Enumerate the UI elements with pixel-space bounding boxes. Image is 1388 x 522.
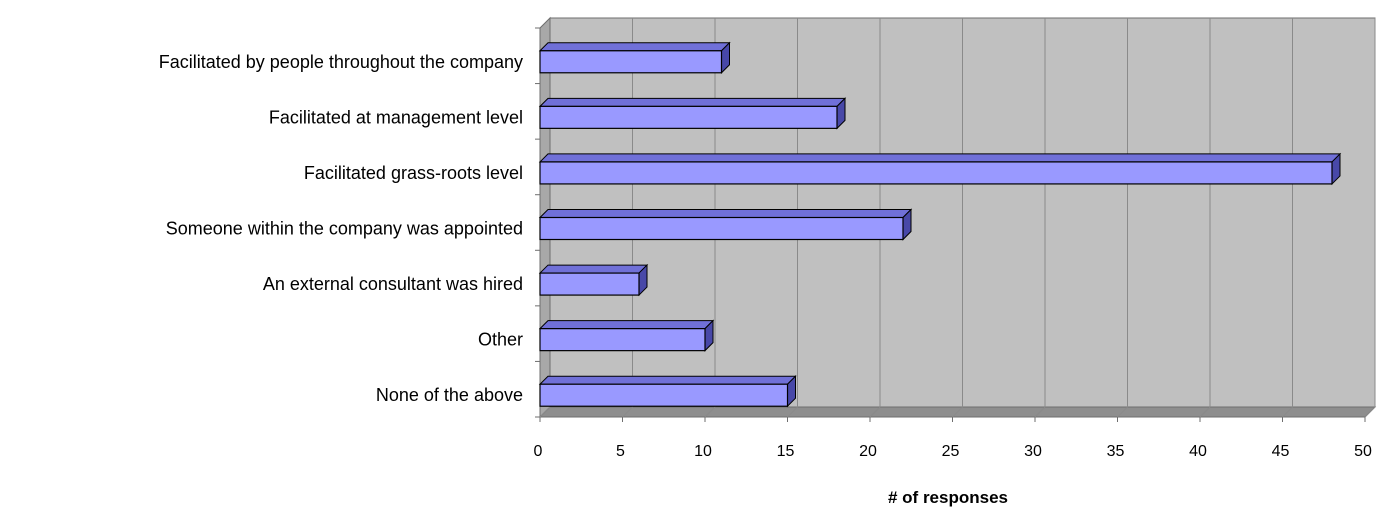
x-tick-label: 0 (534, 443, 543, 460)
floor-gridline (704, 406, 716, 418)
bar-front-face (539, 105, 838, 129)
x-tick-label: 25 (942, 443, 960, 460)
floor-gridline (539, 406, 551, 418)
x-tick-label: 50 (1354, 443, 1372, 460)
bar-front-face (539, 50, 723, 74)
bar-front-face (539, 272, 640, 296)
y-category-label: Someone within the company was appointed (166, 219, 523, 239)
bar-top-face (538, 375, 797, 385)
x-tick-label: 35 (1107, 443, 1125, 460)
floor-gridline (1117, 406, 1128, 418)
bar (538, 208, 913, 241)
bar (538, 375, 797, 408)
bar-top-face (538, 153, 1342, 163)
floor-gridline (1034, 406, 1046, 418)
x-tick-label: 45 (1272, 443, 1290, 460)
y-category-label: Facilitated by people throughout the com… (159, 52, 523, 72)
y-category-label: Other (478, 330, 523, 350)
x-tick-label: 40 (1189, 443, 1207, 460)
bar-front-face (539, 383, 789, 407)
bar-front-face (539, 328, 706, 352)
floor-gridline (1364, 406, 1376, 418)
floor-gridline (1282, 406, 1293, 418)
bar-front-face (539, 216, 904, 241)
bar (538, 319, 715, 352)
x-tick-label: 15 (777, 443, 795, 460)
x-axis-title: # of responses (888, 488, 1008, 507)
bar (538, 97, 847, 130)
x-axis-tick-labels: 0 5 10 15 20 25 30 35 40 45 50 (534, 443, 1372, 460)
y-axis-category-labels: Facilitated by people throughout the com… (159, 52, 523, 405)
floor-gridline (952, 406, 963, 418)
x-tick-label: 20 (859, 443, 877, 460)
y-category-label: Facilitated at management level (269, 107, 523, 127)
floor-gridline (787, 406, 798, 418)
floor-gridline (1199, 406, 1211, 418)
x-tick-label: 30 (1024, 443, 1042, 460)
floor-gridline (869, 406, 881, 418)
bar (538, 152, 1342, 186)
y-category-label: None of the above (376, 385, 523, 405)
x-tick-label: 10 (694, 443, 712, 460)
y-category-label: Facilitated grass-roots level (304, 163, 523, 183)
bar (538, 263, 649, 297)
bar-top-face (538, 209, 913, 218)
bar-top-face (538, 320, 715, 330)
bar-top-face (538, 264, 649, 274)
x-tick-label: 5 (616, 443, 625, 460)
bar-top-face (538, 42, 731, 52)
bar-top-face (538, 97, 847, 107)
floor-gridline (622, 406, 633, 418)
bar-front-face (539, 161, 1333, 185)
bar (538, 41, 731, 74)
bars (538, 41, 1342, 408)
y-category-label: An external consultant was hired (263, 274, 523, 294)
